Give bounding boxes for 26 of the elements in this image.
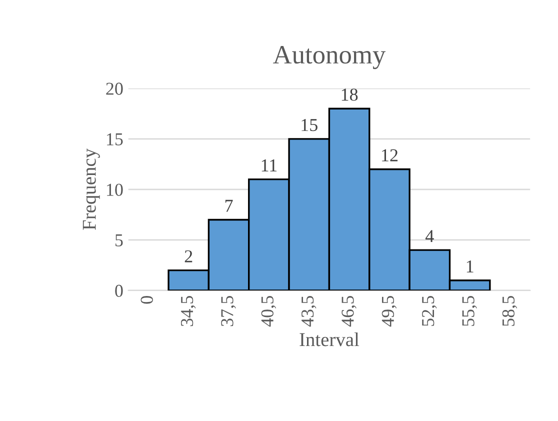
data-label: 2: [184, 250, 192, 262]
x-tick-label: 55,5: [462, 296, 477, 326]
data-label: 1: [466, 260, 474, 272]
x-tick-label: 34,5: [180, 296, 196, 326]
data-label: 18: [342, 88, 358, 101]
x-tick-label: 0: [140, 296, 153, 304]
y-axis-title: Frequency: [82, 148, 100, 230]
x-tick-label: 40,5: [261, 296, 276, 327]
y-tick-label: 10: [107, 184, 123, 196]
data-label: 4: [426, 230, 434, 242]
x-tick-label: 49,5: [382, 296, 397, 327]
data-label: 11: [262, 159, 277, 172]
x-tick-label: 58,5: [502, 296, 518, 326]
chart-title: Autonomy: [273, 46, 386, 70]
y-tick-label: 0: [115, 284, 123, 297]
x-tick-label: 52,5: [422, 296, 437, 326]
data-label: 12: [382, 149, 398, 162]
y-tick-label: 20: [106, 82, 123, 95]
y-tick-label: 15: [107, 133, 123, 146]
data-label: 7: [225, 200, 233, 212]
data-label: 15: [302, 119, 318, 132]
y-tick-label: 5: [116, 234, 123, 246]
x-tick-label: 43,5: [302, 296, 316, 327]
x-tick-label: 46,5: [342, 296, 356, 327]
x-tick-label: 37,5: [221, 296, 236, 326]
x-axis-title: Interval: [300, 332, 360, 346]
